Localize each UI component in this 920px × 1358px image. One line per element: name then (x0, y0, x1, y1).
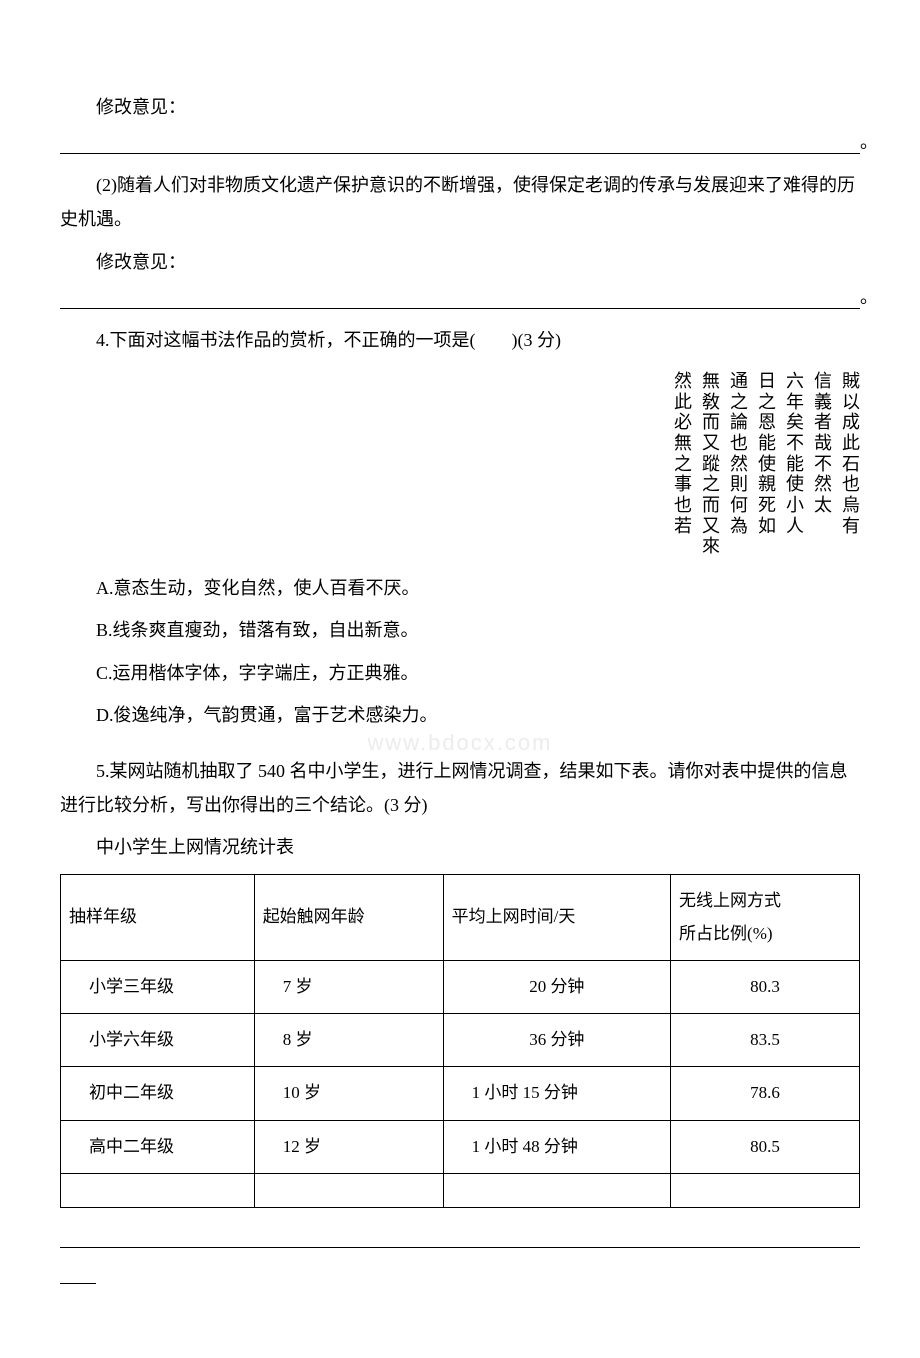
answer-blank-2 (60, 287, 860, 309)
cell-time: 20 分钟 (443, 960, 670, 1013)
th-ratio: 无线上网方式 所占比例(%) (671, 875, 860, 961)
th-grade: 抽样年级 (61, 875, 255, 961)
calligraphy-col: 然此必無之事也若 (674, 371, 692, 557)
cell-ratio: 80.5 (671, 1120, 860, 1173)
calligraphy-col: 六年矣不能使小人 (786, 371, 804, 557)
q5-stem: 5.某网站随机抽取了 540 名中小学生，进行上网情况调查，结果如下表。请你对表… (60, 754, 860, 822)
th-age: 起始触网年龄 (254, 875, 443, 961)
table-row: 高中二年级 12 岁 1 小时 48 分钟 80.5 (61, 1120, 860, 1173)
cell-age: 7 岁 (254, 960, 443, 1013)
table-empty-row (61, 1174, 860, 1208)
cell-age: 10 岁 (254, 1067, 443, 1120)
cell-ratio: 78.6 (671, 1067, 860, 1120)
calligraphy-col: 日之恩能使親死如 (758, 371, 776, 557)
th-ratio-line2: 所占比例(%) (696, 918, 772, 950)
table-header-row: 抽样年级 起始触网年龄 平均上网时间/天 无线上网方式 所占比例(%) (61, 875, 860, 961)
cell-time: 1 小时 15 分钟 (443, 1067, 670, 1120)
cell-ratio: 83.5 (671, 1014, 860, 1067)
q4-option-a: A.意态生动，变化自然，使人百看不厌。 (60, 571, 860, 605)
table-row: 小学六年级 8 岁 36 分钟 83.5 (61, 1014, 860, 1067)
cell-age: 8 岁 (254, 1014, 443, 1067)
cell-grade: 小学三年级 (61, 960, 255, 1013)
q5-table-title: 中小学生上网情况统计表 (60, 830, 860, 864)
revise-label-1: 修改意见： (60, 90, 860, 124)
calligraphy-col: 賊以成此石也烏有 (842, 371, 860, 557)
th-time: 平均上网时间/天 (443, 875, 670, 961)
revise-label-2: 修改意见： (60, 245, 860, 279)
cell-age: 12 岁 (254, 1120, 443, 1173)
cell-grade: 高中二年级 (61, 1120, 255, 1173)
table-row: 初中二年级 10 岁 1 小时 15 分钟 78.6 (61, 1067, 860, 1120)
cell-time: 36 分钟 (443, 1014, 670, 1067)
answer-blank-3 (60, 1226, 860, 1248)
cell-grade: 小学六年级 (61, 1014, 255, 1067)
calligraphy-col: 無敎而又蹤之而又來 (702, 371, 720, 557)
calligraphy-col: 通之論也然則何為 (730, 371, 748, 557)
cell-ratio: 80.3 (671, 960, 860, 1013)
th-ratio-line1: 无线上网方式 (696, 885, 781, 917)
calligraphy-sample: 賊以成此石也烏有 信義者哉不然太 六年矣不能使小人 日之恩能使親死如 通之論也然… (96, 371, 860, 557)
cell-grade: 初中二年级 (61, 1067, 255, 1120)
survey-table: 抽样年级 起始触网年龄 平均上网时间/天 无线上网方式 所占比例(%) 小学三年… (60, 874, 860, 1208)
calligraphy-col: 信義者哉不然太 (814, 371, 832, 557)
q4-option-b: B.线条爽直瘦劲，错落有致，自出新意。 (60, 613, 860, 647)
table-row: 小学三年级 7 岁 20 分钟 80.3 (61, 960, 860, 1013)
answer-blank-1 (60, 132, 860, 154)
cell-time: 1 小时 48 分钟 (443, 1120, 670, 1173)
answer-blank-3b (60, 1262, 96, 1284)
q4-option-c: C.运用楷体字体，字字端庄，方正典雅。 (60, 656, 860, 690)
q3-item2: (2)随着人们对非物质文化遗产保护意识的不断增强，使得保定老调的传承与发展迎来了… (60, 168, 860, 236)
q4-stem: 4.下面对这幅书法作品的赏析，不正确的一项是( )(3 分) (60, 323, 860, 357)
